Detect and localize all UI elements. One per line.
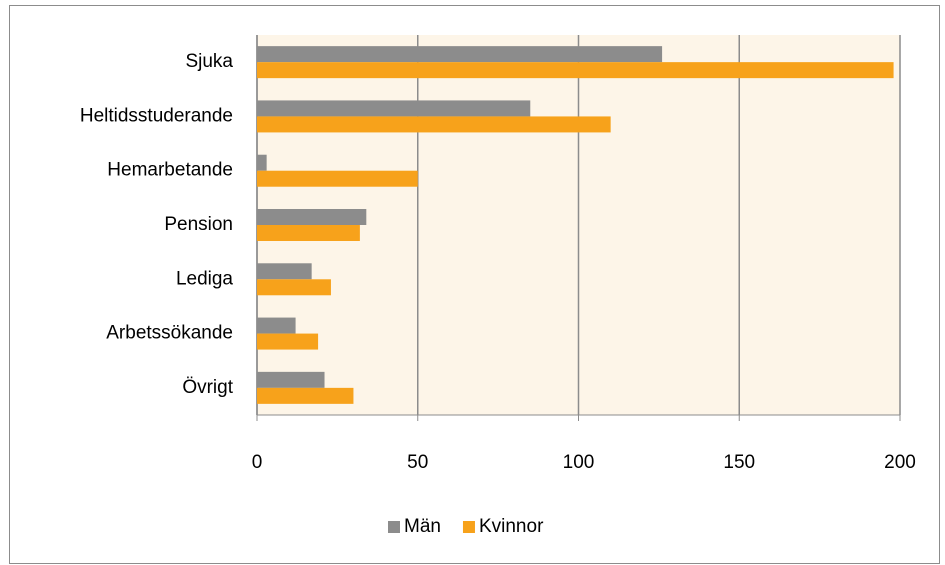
bar	[257, 225, 360, 241]
y-tick-label: Hemarbetande	[107, 160, 233, 181]
legend-label: Män	[404, 516, 441, 537]
x-tick-label: 50	[407, 452, 428, 473]
bar	[257, 116, 611, 133]
y-tick-label: Sjuka	[185, 51, 233, 72]
x-tick-label: 0	[252, 452, 263, 473]
bar	[257, 263, 312, 280]
y-tick-label: Heltidsstuderande	[80, 105, 233, 126]
x-tick-label: 150	[723, 452, 755, 473]
bar	[257, 317, 296, 334]
y-tick-label: Övrigt	[182, 377, 233, 398]
y-tick-label: Pension	[164, 214, 233, 235]
y-tick-label: Lediga	[176, 268, 233, 289]
bar	[257, 209, 367, 225]
bar	[257, 170, 418, 187]
legend-label: Kvinnor	[479, 516, 544, 537]
bar	[257, 333, 319, 350]
bar	[257, 154, 267, 171]
bar	[257, 279, 331, 296]
bar	[257, 46, 663, 63]
bar	[257, 371, 325, 388]
bar	[257, 100, 531, 117]
legend-swatch	[388, 521, 400, 533]
bar	[257, 387, 354, 404]
legend-swatch	[462, 521, 475, 533]
x-tick-label: 200	[884, 452, 916, 473]
x-tick-label: 100	[563, 452, 595, 473]
y-tick-label: Arbetssökande	[106, 323, 233, 344]
bar	[257, 62, 894, 79]
